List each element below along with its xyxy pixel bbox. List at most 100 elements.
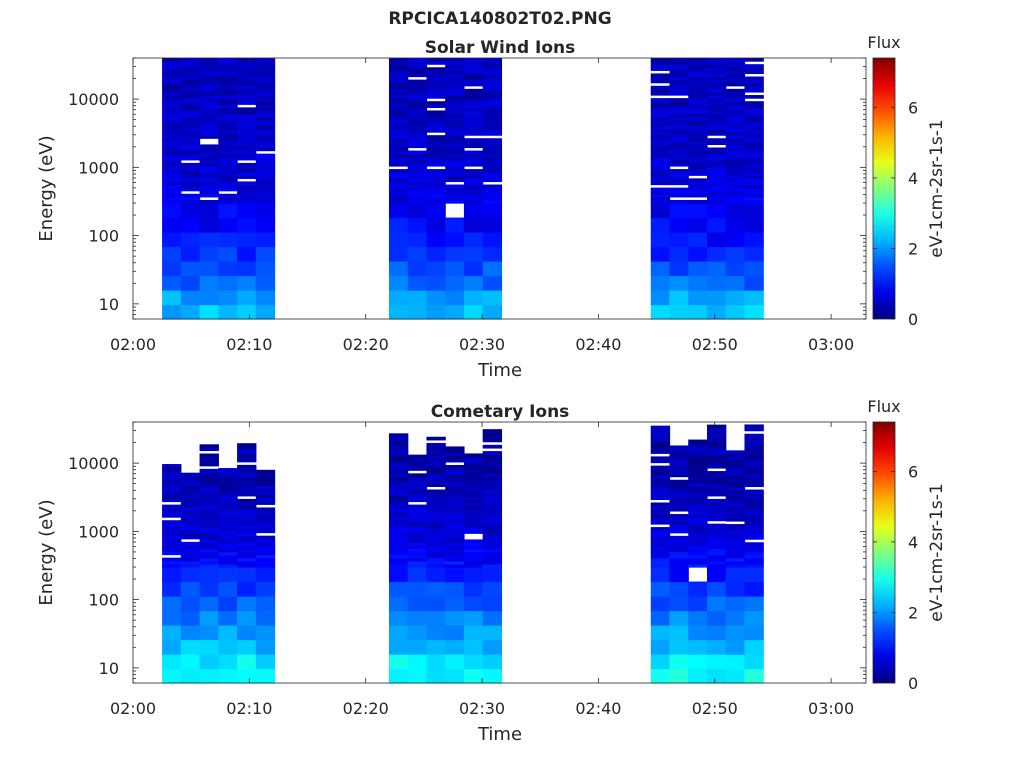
spectrogram-cell: [162, 196, 182, 201]
spectrogram-cell: [388, 504, 409, 509]
spectrogram-cell: [725, 178, 746, 183]
spectrogram-cell: [199, 468, 219, 473]
spectrogram-cell: [706, 150, 727, 155]
spectrogram-cell: [463, 456, 484, 461]
spectrogram-cell: [388, 448, 409, 453]
spectrogram-cell: [669, 156, 689, 161]
spectrogram-cell: [180, 560, 201, 565]
spectrogram-cell: [237, 508, 257, 512]
spectrogram-cell: [688, 187, 708, 192]
spectrogram-cell: [725, 64, 746, 68]
spectrogram-cell: [463, 625, 484, 641]
spectrogram-cell: [688, 82, 708, 87]
x-tick-label: 02:50: [692, 335, 738, 354]
spectrogram-cell: [463, 169, 484, 173]
spectrogram-cell: [445, 58, 465, 62]
spectrogram-cell: [463, 113, 484, 118]
spectrogram-cell: [650, 502, 671, 507]
spectrogram-cell: [482, 463, 503, 468]
spectrogram-cell: [388, 455, 409, 459]
spectrogram-cell: [744, 196, 764, 201]
spectrogram-cell: [407, 473, 428, 478]
spectrogram-cell: [445, 499, 465, 503]
spectrogram-cell: [162, 104, 182, 108]
spectrogram-cell: [688, 548, 708, 553]
spectrogram-cell: [706, 181, 727, 186]
spectrogram-cell: [669, 178, 689, 183]
spectrogram-cell: [237, 107, 257, 112]
spectrogram-cell: [688, 169, 708, 173]
spectrogram-cell: [706, 517, 727, 522]
spectrogram-cell: [255, 516, 276, 521]
spectrogram-cell: [706, 138, 727, 142]
spectrogram-cell: [725, 487, 746, 491]
spectrogram-cell: [407, 460, 428, 465]
panel-2: 02:00 02:10 02:20 02:30 02:40 02:50 03:00Time1…: [36, 397, 947, 745]
spectrogram-cell: [426, 545, 446, 550]
spectrogram-cell: [237, 275, 257, 291]
spectrogram-cell: [407, 153, 428, 158]
spectrogram-cell: [463, 539, 484, 544]
spectrogram-cell: [744, 483, 764, 488]
spectrogram-cell: [482, 444, 503, 449]
spectrogram-cell: [688, 542, 708, 546]
spectrogram-cell: [180, 510, 201, 515]
spectrogram-cell: [237, 511, 257, 516]
spectrogram-cell: [255, 488, 276, 493]
spectrogram-cell: [650, 450, 671, 454]
spectrogram-cell: [669, 445, 689, 450]
spectrogram-cell: [218, 169, 238, 173]
spectrogram-cell: [426, 172, 446, 176]
spectrogram-cell: [199, 153, 219, 158]
spectrogram-cell: [463, 477, 484, 482]
spectrogram-cell: [688, 181, 708, 186]
spectrogram-cell: [180, 507, 201, 512]
spectrogram-cell: [237, 554, 257, 559]
spectrogram-cell: [388, 104, 409, 108]
spectrogram-cell: [482, 104, 503, 108]
spectrogram-cell: [669, 82, 689, 87]
spectrogram-cell: [218, 554, 238, 559]
spectrogram-cell: [407, 563, 428, 568]
spectrogram-cell: [482, 523, 503, 527]
colorbar-label: eV-1cm-2sr-1s-1: [927, 483, 947, 621]
spectrogram-cell: [706, 246, 727, 262]
spectrogram-cell: [180, 610, 201, 626]
spectrogram-cell: [180, 184, 201, 189]
spectrogram-cell: [669, 232, 689, 248]
spectrogram-cell: [255, 79, 276, 84]
spectrogram-cell: [162, 58, 182, 62]
spectrogram-cell: [255, 193, 276, 198]
spectrogram-cell: [237, 196, 257, 201]
spectrogram-cell: [237, 560, 257, 565]
spectrogram-cell: [669, 526, 689, 531]
spectrogram-cell: [688, 135, 708, 139]
spectrogram-cell: [218, 654, 238, 670]
spectrogram-cell: [482, 246, 503, 262]
spectrogram-cell: [255, 482, 276, 487]
spectrogram-cell: [650, 128, 671, 133]
spectrogram-cell: [218, 486, 238, 491]
spectrogram-cell: [650, 232, 671, 248]
spectrogram-cell: [725, 172, 746, 176]
spectrogram-cell: [407, 232, 428, 248]
spectrogram-cell: [725, 668, 746, 684]
spectrogram-cell: [218, 187, 238, 192]
spectrogram-cell: [199, 172, 219, 176]
spectrogram-cell: [744, 554, 764, 559]
spectrogram-cell: [218, 508, 238, 512]
spectrogram-cell: [162, 504, 182, 509]
spectrogram-cell: [162, 489, 182, 493]
spectrogram-cell: [237, 639, 257, 655]
spectrogram-cell: [162, 290, 182, 306]
spectrogram-cell: [482, 172, 503, 176]
spectrogram-cell: [706, 67, 727, 71]
spectrogram-cell: [650, 533, 671, 537]
spectrogram-cell: [650, 557, 671, 562]
spectrogram-cell: [218, 128, 238, 133]
spectrogram-cell: [463, 481, 484, 485]
y-tick-label: 10: [99, 659, 119, 678]
spectrogram-cell: [255, 668, 276, 684]
spectrogram-cell: [725, 481, 746, 485]
